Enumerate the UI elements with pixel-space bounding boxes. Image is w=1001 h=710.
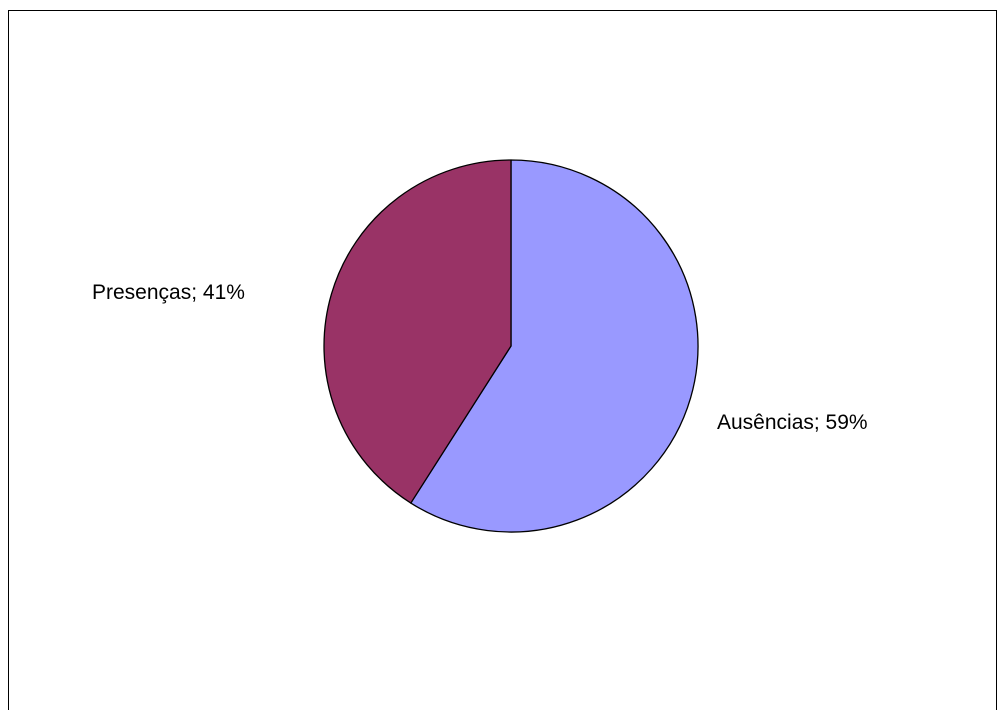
data-label-presencas: Presenças; 41% — [92, 281, 245, 304]
pie-slice-presencas — [323, 159, 512, 504]
pie-slice-ausencias — [410, 159, 699, 533]
pie-slices — [323, 159, 699, 533]
data-label-ausencias: Ausências; 59% — [717, 411, 868, 434]
